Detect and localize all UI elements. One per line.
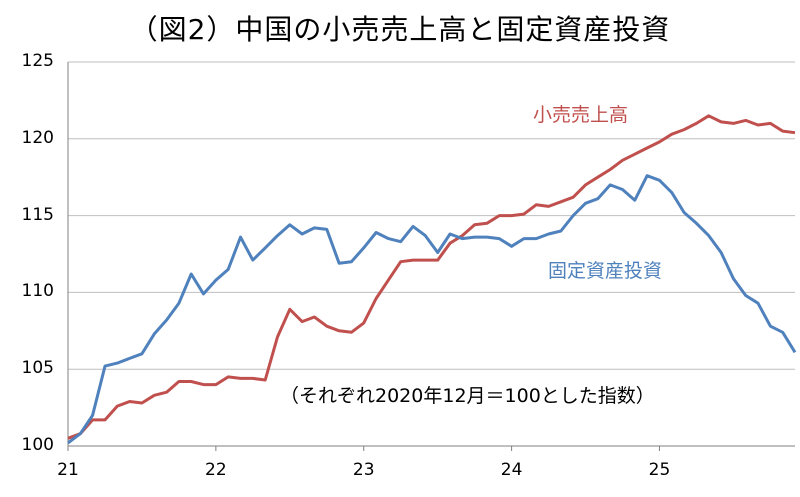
y-tick-label: 100 xyxy=(21,435,54,455)
fixed-asset-investment-line xyxy=(67,174,797,445)
y-tick-label: 115 xyxy=(21,204,54,225)
y-tick-label: 120 xyxy=(21,127,54,148)
chart-title: （図2）中国の小売売上高と固定資産投資 xyxy=(129,13,671,46)
x-tick-label: 24 xyxy=(500,460,523,480)
y-tick-label: 105 xyxy=(21,358,54,379)
y-tick-label: 110 xyxy=(21,281,54,302)
retail-sales-line xyxy=(67,114,796,440)
retail-sales-series-label: 小売売上高 xyxy=(533,104,629,126)
chart-note: （それぞれ2020年12月＝100とした指数） xyxy=(280,385,655,407)
x-tick-label: 25 xyxy=(648,460,671,480)
y-tick-label: 125 xyxy=(21,51,54,71)
x-tick-label: 22 xyxy=(205,460,227,480)
fixed-asset-investment-series-label: 固定資産投資 xyxy=(548,260,663,282)
x-tick-label: 23 xyxy=(352,460,375,480)
x-tick-label: 21 xyxy=(57,460,79,480)
